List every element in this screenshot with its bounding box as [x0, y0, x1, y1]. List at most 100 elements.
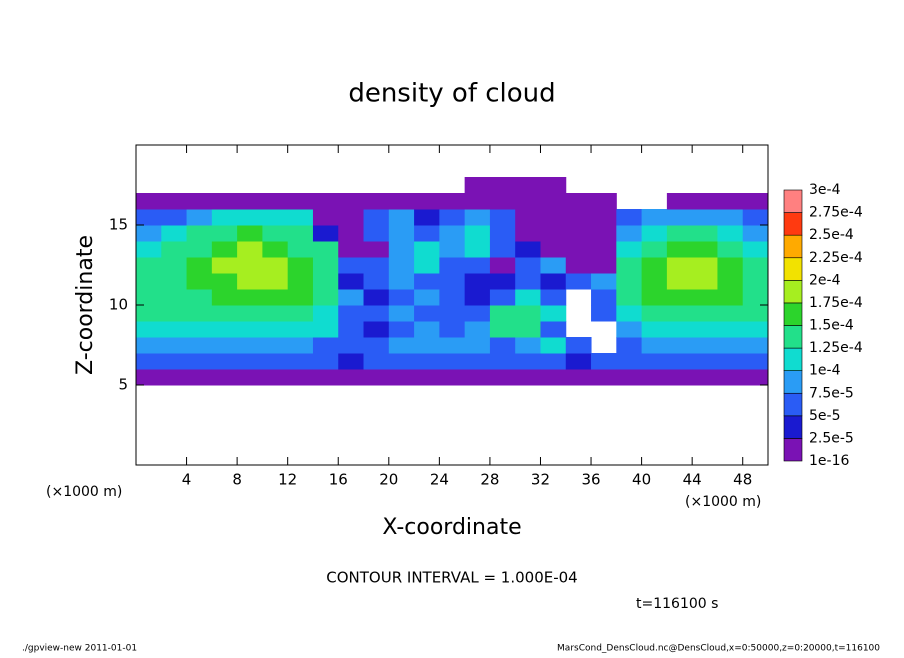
field-cell [439, 241, 466, 258]
field-cell [464, 257, 491, 274]
field-cell [186, 241, 213, 258]
field-cell [338, 209, 365, 226]
field-cell [161, 241, 188, 258]
colorbar-label: 2.25e-4 [809, 250, 863, 266]
field-cell [565, 353, 592, 370]
field-cell [338, 321, 365, 338]
field-cell [540, 225, 567, 242]
field-cell [363, 321, 390, 338]
field-cell [742, 321, 769, 338]
y-tick-label: 15 [109, 216, 128, 234]
field-cell [540, 193, 567, 210]
field-cell [666, 321, 693, 338]
field-cell [515, 241, 541, 258]
field-cell [515, 177, 541, 194]
x-tick-label: 44 [683, 471, 702, 489]
field-cell [717, 257, 744, 274]
field-cell [186, 225, 213, 242]
field-cell [363, 257, 390, 274]
field-cell [312, 241, 339, 258]
field-cell [414, 321, 440, 338]
field-cell [515, 353, 541, 370]
field-cell [312, 193, 339, 210]
colorbar-box [783, 234, 803, 259]
field-cell [136, 353, 162, 370]
field-cell [515, 289, 541, 306]
field-cell [489, 257, 516, 274]
colorbar-label: 3e-4 [809, 182, 841, 198]
field-cell [565, 273, 592, 290]
field-cell [312, 289, 339, 306]
field-cell [287, 273, 314, 290]
field-cell [338, 369, 365, 386]
field-cell [540, 177, 567, 194]
field-cell [616, 321, 643, 338]
field-cell [414, 209, 440, 226]
field-cell [666, 257, 693, 274]
colorbar-label: 1e-16 [809, 453, 849, 469]
field-cell [742, 225, 769, 242]
field-cell [161, 209, 188, 226]
y-axis-label: Z-coordinate [73, 235, 98, 375]
colorbar-box [783, 302, 803, 326]
field-cell [363, 273, 390, 290]
field-cell [237, 257, 263, 274]
field-cell [692, 257, 718, 274]
field-cell [439, 273, 466, 290]
field-cell [136, 241, 162, 258]
field-cell [540, 209, 567, 226]
field-cell [439, 289, 466, 306]
field-cell [363, 353, 390, 370]
field-cell [211, 353, 238, 370]
field-cell [616, 241, 643, 258]
field-cell [287, 337, 314, 354]
colorbar-label: 7.5e-5 [809, 385, 854, 401]
field-cell [388, 305, 415, 322]
field-cell [489, 241, 516, 258]
field-cell [262, 257, 289, 274]
colorbar-label: 2.5e-4 [809, 227, 854, 243]
field-cell [161, 193, 188, 210]
field-cell [439, 225, 466, 242]
field-cell [388, 193, 415, 210]
field-cell [287, 321, 314, 338]
field-cell [717, 353, 744, 370]
field-cell [136, 321, 162, 338]
field-cell [186, 305, 213, 322]
field-cell [312, 209, 339, 226]
field-cell [363, 225, 390, 242]
field-cell [262, 369, 289, 386]
field-cell [666, 241, 693, 258]
field-cell [237, 353, 263, 370]
colorbar-label: 1.5e-4 [809, 318, 854, 334]
field-cell [717, 337, 744, 354]
field-cell [338, 273, 365, 290]
field-cell [717, 289, 744, 306]
field-cell [287, 241, 314, 258]
x-tick-label: 48 [733, 471, 752, 489]
field-cell [565, 209, 592, 226]
field-cell [262, 273, 289, 290]
field-cell [666, 209, 693, 226]
field-cell [338, 257, 365, 274]
field-cell [312, 321, 339, 338]
colorbar-label: 5e-5 [809, 408, 840, 424]
field-cell [211, 289, 238, 306]
field-cell [692, 305, 718, 322]
field-cell [388, 321, 415, 338]
field-cell [186, 273, 213, 290]
field-cell [186, 209, 213, 226]
field-cell [363, 337, 390, 354]
x-tick-label: 32 [531, 471, 550, 489]
field-cell [464, 369, 491, 386]
colorbar-box [783, 212, 803, 236]
field-cell [464, 337, 491, 354]
field-cell [591, 369, 617, 386]
field-cell [186, 193, 213, 210]
field-cell [211, 193, 238, 210]
field-cell [237, 289, 263, 306]
field-cell [414, 353, 440, 370]
field-cell [742, 337, 769, 354]
field-cell [237, 193, 263, 210]
field-cell [186, 369, 213, 386]
